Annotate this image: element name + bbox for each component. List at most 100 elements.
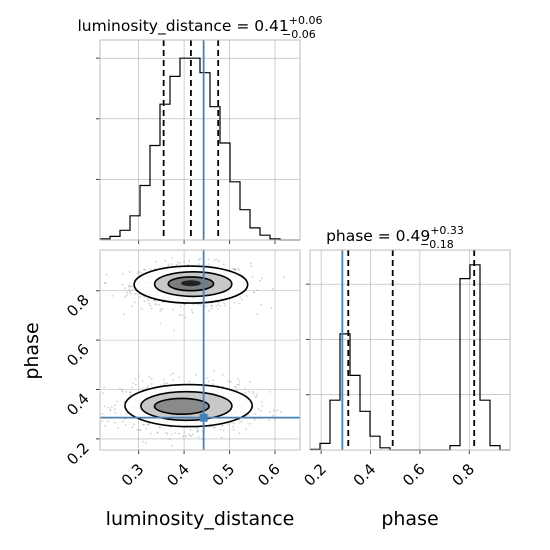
- sample-point: [111, 294, 114, 297]
- sample-point: [260, 303, 263, 306]
- sample-point: [164, 259, 167, 262]
- sample-point: [183, 303, 186, 306]
- sample-point: [131, 285, 134, 288]
- sample-point: [256, 313, 259, 316]
- sample-point: [261, 404, 264, 407]
- x-tick-label: 0.3: [118, 460, 148, 490]
- sample-point: [161, 308, 164, 311]
- title-phase: phase = 0.49+0.33: [326, 224, 464, 245]
- sample-point: [159, 322, 162, 325]
- sample-point: [147, 299, 150, 302]
- sample-point: [213, 426, 215, 429]
- sample-point: [254, 396, 257, 398]
- sample-point: [212, 370, 215, 372]
- sample-point: [165, 431, 168, 434]
- sample-point: [129, 391, 132, 394]
- sample-point: [163, 383, 166, 386]
- sample-point: [184, 316, 187, 319]
- sample-point: [178, 314, 181, 316]
- sample-point: [128, 391, 131, 394]
- sample-point: [256, 393, 259, 396]
- sample-point: [159, 308, 162, 311]
- sample-point: [268, 411, 271, 413]
- sample-point: [208, 263, 211, 265]
- sample-point: [248, 390, 251, 393]
- sample-point: [109, 409, 112, 412]
- sample-point: [166, 382, 169, 385]
- contour-inner: [153, 397, 210, 415]
- y-tick-label: 0.2: [63, 439, 93, 469]
- sample-point: [153, 299, 156, 302]
- sample-point: [238, 432, 241, 435]
- sample-point: [260, 401, 263, 403]
- sample-point: [170, 373, 173, 376]
- sample-point: [175, 263, 178, 266]
- sample-point: [163, 382, 166, 385]
- sample-point: [103, 386, 105, 388]
- sample-point: [121, 283, 124, 286]
- sample-point: [180, 314, 183, 316]
- sample-point: [134, 378, 137, 380]
- sample-point: [259, 279, 261, 282]
- sample-point: [249, 381, 252, 383]
- sample-point: [199, 257, 202, 260]
- sample-point: [237, 267, 240, 270]
- sample-point: [245, 428, 247, 431]
- density-peak: [180, 280, 201, 287]
- sample-point: [110, 406, 113, 408]
- sample-point: [143, 423, 145, 426]
- sample-point: [196, 430, 199, 432]
- sample-point: [212, 383, 215, 386]
- sample-point: [268, 391, 271, 393]
- sample-point: [210, 304, 213, 307]
- marginal-luminosity-distance-panel: [96, 39, 301, 244]
- contour-middle: [140, 390, 233, 422]
- sample-point: [207, 258, 210, 261]
- sample-point: [146, 298, 149, 300]
- panel-background: [100, 40, 300, 240]
- sample-point: [257, 408, 260, 411]
- sample-point: [143, 295, 146, 298]
- sample-point: [215, 305, 218, 307]
- sample-point: [163, 378, 165, 381]
- sample-point: [132, 382, 135, 384]
- x-tick-label: 0.8: [448, 460, 478, 490]
- x-tick-label: 0.4: [350, 460, 380, 490]
- sample-point: [255, 395, 258, 398]
- sample-point: [131, 426, 134, 429]
- sample-point: [272, 288, 274, 290]
- sample-point: [109, 408, 112, 411]
- title-sup: +0.06: [289, 14, 323, 27]
- sample-point: [139, 295, 142, 298]
- density-fill: [154, 398, 210, 415]
- sample-point: [159, 427, 161, 429]
- sample-point: [234, 268, 237, 270]
- sample-point: [148, 302, 151, 305]
- sample-point: [146, 423, 149, 426]
- sample-point: [182, 435, 185, 438]
- sample-point: [113, 408, 116, 411]
- sample-point: [188, 259, 191, 262]
- contour-outer: [133, 265, 249, 304]
- sample-point: [147, 423, 150, 426]
- sample-point: [234, 385, 236, 388]
- sample-point: [177, 432, 180, 435]
- y-tick-label: 0.6: [63, 340, 93, 370]
- sample-point: [102, 392, 104, 395]
- sample-point: [199, 304, 202, 306]
- sample-point: [221, 373, 224, 376]
- sample-point: [141, 380, 144, 382]
- sample-point: [252, 391, 255, 393]
- x-tick-label: 0.4: [163, 460, 193, 490]
- sample-point: [232, 428, 235, 431]
- sample-point: [133, 423, 136, 426]
- sample-point: [158, 303, 160, 306]
- sample-point: [130, 386, 133, 389]
- contour-inner: [167, 276, 215, 292]
- y-tick-label: 0.4: [63, 390, 93, 420]
- sample-point: [227, 423, 229, 425]
- sample-point: [191, 311, 194, 314]
- sample-point: [143, 300, 146, 303]
- sample-point: [233, 268, 236, 271]
- sample-point: [283, 276, 286, 278]
